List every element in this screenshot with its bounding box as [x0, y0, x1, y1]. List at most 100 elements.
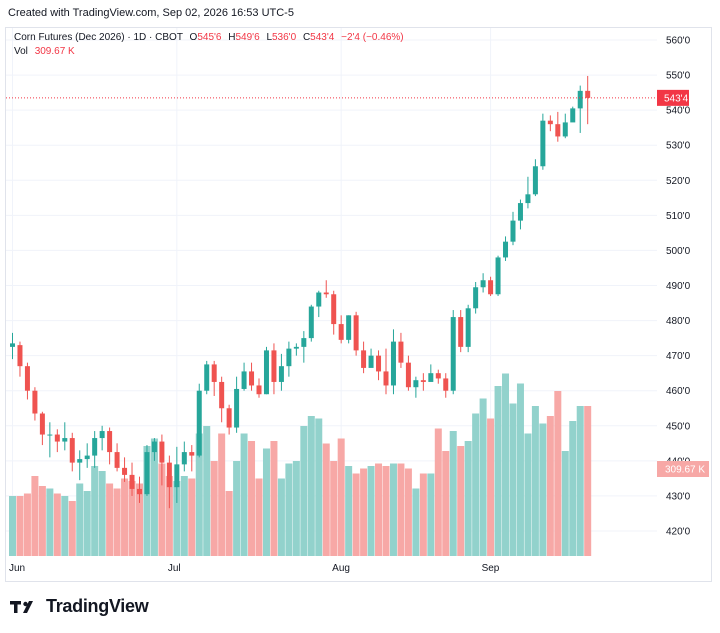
candle-body: [390, 341, 396, 386]
candle-body: [204, 364, 210, 391]
volume-bar: [516, 383, 524, 556]
volume-bar: [165, 476, 173, 556]
candle-body: [413, 380, 419, 388]
volume-bar: [487, 418, 495, 556]
candle-body: [62, 438, 68, 442]
candle-body: [517, 203, 523, 221]
candle-body: [271, 350, 277, 382]
volume-bar: [404, 468, 412, 556]
volume-bar: [360, 468, 368, 556]
volume-bar: [68, 501, 76, 556]
volume-bar: [382, 466, 390, 556]
volume-bar: [337, 438, 345, 556]
volume-bar: [180, 476, 188, 556]
volume-bar: [98, 471, 106, 556]
volume-bar: [46, 488, 54, 556]
high-value: 549'6: [235, 32, 260, 43]
volume-bar: [457, 446, 465, 556]
volume-bar: [173, 481, 181, 556]
candle-body: [278, 366, 284, 382]
volume-bar: [307, 416, 315, 556]
volume-bar: [472, 413, 480, 556]
volume-bar: [218, 433, 226, 556]
volume-bar: [531, 406, 539, 556]
candle-body: [256, 385, 262, 395]
candle-body: [234, 388, 240, 428]
y-tick-label: 420'0: [666, 527, 691, 538]
volume-bar: [16, 496, 24, 556]
volume-bar: [524, 433, 532, 556]
volume-bar: [330, 461, 338, 556]
candle-body: [10, 343, 15, 347]
volume-bar: [345, 466, 353, 556]
volume-bar: [464, 441, 472, 556]
candle-body: [503, 241, 509, 258]
candle-body: [39, 413, 45, 435]
volume-bar: [91, 466, 99, 556]
candle-body: [286, 348, 292, 367]
volume-bar: [121, 478, 129, 556]
candle-body: [383, 371, 389, 386]
candle-body: [405, 362, 411, 388]
high-label: H: [228, 32, 236, 43]
volume-bar: [106, 483, 114, 556]
volume-bar: [584, 406, 592, 556]
volume-bar: [277, 478, 285, 556]
volume-value: 309.67 K: [34, 46, 75, 57]
candle-body: [92, 438, 98, 456]
candle-body: [368, 355, 374, 368]
x-tick-label: Sep: [482, 563, 500, 574]
candle-body: [338, 324, 344, 340]
volume-bar: [397, 463, 405, 556]
candle-body: [532, 166, 538, 195]
x-tick-label: Jul: [168, 563, 181, 574]
candle-body: [473, 287, 479, 309]
candle-body: [181, 452, 187, 465]
candle-body: [420, 380, 426, 382]
volume-bar: [561, 451, 569, 556]
candle-body: [263, 350, 269, 395]
x-tick-label: Jun: [9, 563, 25, 574]
candle-body: [189, 452, 195, 456]
candle-body: [540, 120, 546, 167]
candle-body: [114, 452, 120, 468]
candle-body: [77, 459, 83, 463]
candle-body: [219, 381, 225, 409]
candle-body: [32, 390, 38, 414]
volume-bar: [195, 433, 203, 556]
y-tick-label: 510'0: [666, 211, 691, 222]
candle-body: [136, 488, 142, 495]
candle-body: [24, 366, 30, 391]
volume-bar: [248, 441, 256, 556]
candle-body: [361, 350, 367, 368]
candle-body: [562, 122, 568, 137]
change-value: −2'4 (−0.46%): [341, 32, 404, 43]
volume-bar: [255, 478, 263, 556]
candle-body: [585, 90, 591, 98]
y-tick-label: 500'0: [666, 246, 691, 257]
volume-bar: [576, 406, 584, 556]
volume-bar: [315, 418, 323, 556]
y-tick-label: 530'0: [666, 141, 691, 152]
candle-body: [308, 306, 314, 339]
open-value: 545'6: [197, 32, 222, 43]
candle-body: [293, 346, 299, 349]
volume-bar: [412, 488, 420, 556]
chart-frame[interactable]: [5, 27, 712, 582]
volume-bar: [113, 488, 121, 556]
volume-bar: [322, 443, 330, 556]
volume-bar: [53, 493, 61, 556]
volume-bar: [128, 481, 136, 556]
volume-bar: [31, 476, 39, 556]
open-label: O: [189, 32, 198, 43]
volume-bar: [479, 398, 487, 556]
candle-body: [316, 292, 322, 307]
y-tick-label: 470'0: [666, 351, 691, 362]
candle-body: [249, 371, 255, 386]
candle-body: [84, 455, 90, 460]
candle-body: [144, 452, 150, 495]
candle-body: [166, 462, 172, 488]
candle-body: [398, 341, 404, 363]
volume-bar: [442, 451, 450, 556]
